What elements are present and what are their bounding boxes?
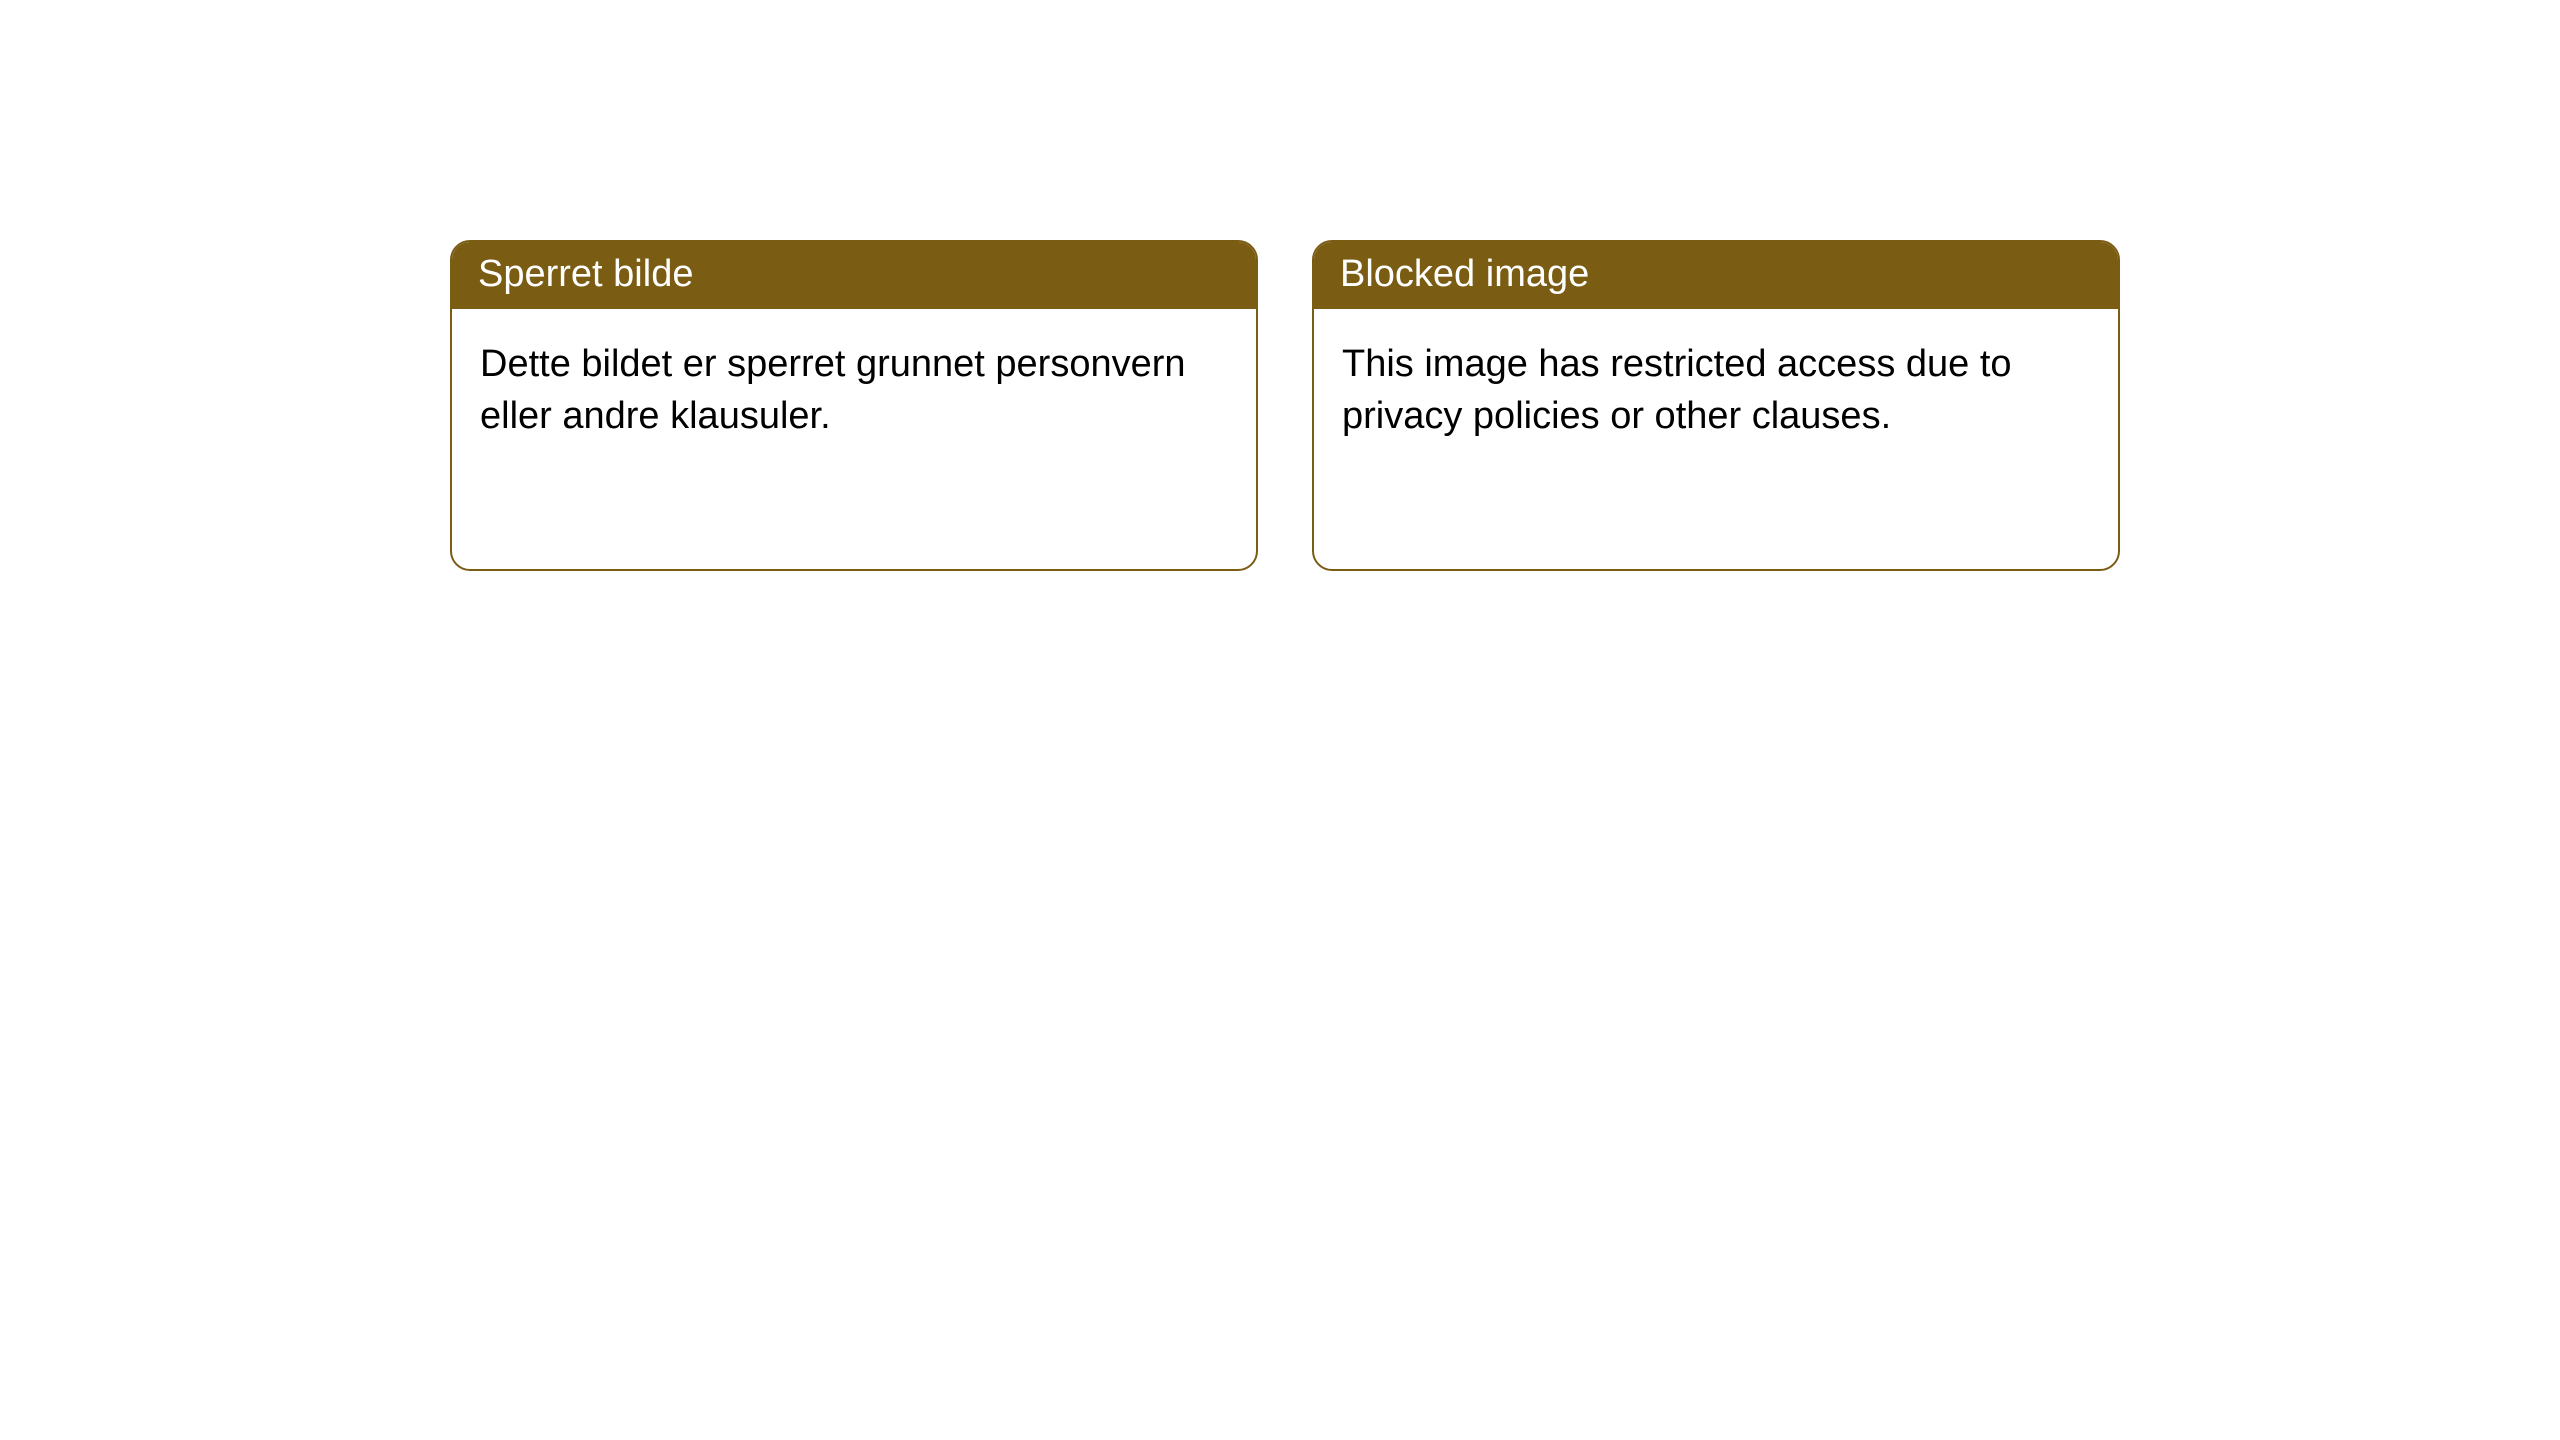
notice-cards-container: Sperret bilde Dette bildet er sperret gr…: [0, 0, 2560, 571]
notice-card-body: Dette bildet er sperret grunnet personve…: [452, 309, 1256, 569]
notice-card-norwegian: Sperret bilde Dette bildet er sperret gr…: [450, 240, 1258, 571]
notice-card-title: Sperret bilde: [452, 242, 1256, 309]
notice-card-body: This image has restricted access due to …: [1314, 309, 2118, 569]
notice-card-english: Blocked image This image has restricted …: [1312, 240, 2120, 571]
notice-card-title: Blocked image: [1314, 242, 2118, 309]
